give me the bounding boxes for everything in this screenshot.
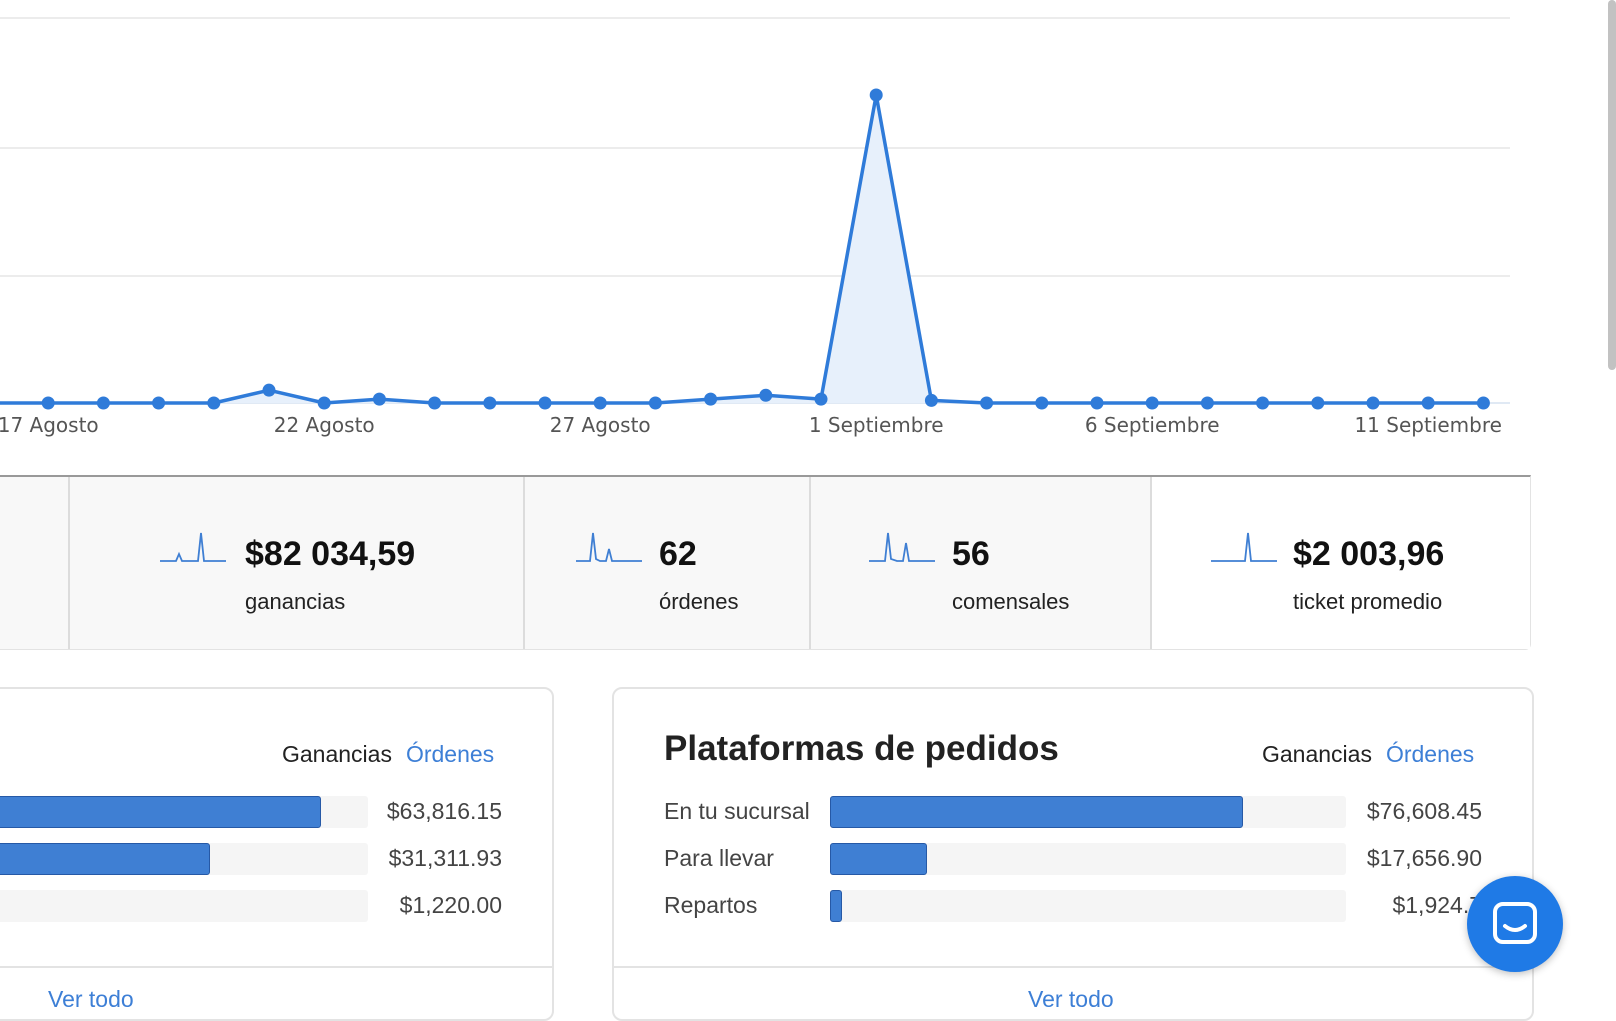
toggle-ordenes[interactable]: Órdenes bbox=[1385, 741, 1475, 767]
chat-bubble-icon bbox=[1493, 902, 1537, 944]
left-breakdown-card: Ganancias Órdenes $63,816.15 $31,311.93 $… bbox=[0, 687, 554, 1021]
data-point[interactable] bbox=[152, 396, 166, 410]
bar-fill bbox=[830, 796, 1243, 828]
x-tick-label: 22 Agosto bbox=[274, 413, 375, 437]
series-area bbox=[0, 95, 1484, 403]
metric-label: comensales bbox=[952, 589, 1070, 614]
metrics-strip: $82 034,59 ganancias 62 órdenes 56 comen… bbox=[0, 475, 1531, 650]
toggle-ganancias[interactable]: Ganancias bbox=[1262, 741, 1372, 767]
data-point[interactable] bbox=[1145, 396, 1159, 410]
data-point[interactable] bbox=[428, 396, 442, 410]
ver-todo-link[interactable]: Ver todo bbox=[1028, 986, 1114, 1012]
breakdown-row: $31,311.93 bbox=[0, 843, 502, 875]
metric-tab-hidden[interactable] bbox=[0, 477, 70, 649]
metric-label: ganancias bbox=[245, 589, 346, 614]
x-tick-label: 17 Agosto bbox=[0, 413, 99, 437]
x-tick-label: 6 Septiembre bbox=[1085, 413, 1220, 437]
bar-fill bbox=[830, 843, 927, 875]
toggle-ganancias[interactable]: Ganancias bbox=[282, 741, 392, 767]
data-point[interactable] bbox=[869, 88, 883, 102]
data-point[interactable] bbox=[704, 392, 718, 406]
page-scrollbar[interactable] bbox=[1608, 0, 1616, 370]
row-label: Repartos bbox=[664, 892, 758, 918]
x-tick-label: 1 Septiembre bbox=[809, 413, 944, 437]
row-label: En tu sucursal bbox=[664, 798, 810, 824]
bar-track bbox=[830, 796, 1346, 828]
metric-label: ticket promedio bbox=[1293, 589, 1443, 614]
metric-tab-comensales[interactable]: 56 comensales bbox=[811, 477, 1152, 649]
row-value: $17,656.90 bbox=[1366, 845, 1482, 871]
metric-value: 62 bbox=[659, 535, 697, 573]
bar-track bbox=[0, 890, 368, 922]
data-point[interactable] bbox=[1476, 396, 1490, 410]
bar-fill bbox=[0, 843, 210, 875]
metric-label: órdenes bbox=[659, 589, 739, 614]
metric-value: $82 034,59 bbox=[245, 535, 416, 573]
metric-toggle: Ganancias Órdenes bbox=[282, 741, 494, 768]
data-point[interactable] bbox=[41, 396, 55, 410]
data-point[interactable] bbox=[1311, 396, 1325, 410]
data-point[interactable] bbox=[317, 396, 331, 410]
breakdown-row: $63,816.15 bbox=[0, 796, 502, 828]
data-point[interactable] bbox=[262, 383, 276, 397]
metric-value: $2 003,96 bbox=[1293, 535, 1445, 573]
data-point[interactable] bbox=[924, 393, 938, 407]
metric-toggle: Ganancias Órdenes bbox=[1262, 741, 1474, 768]
sparkline-icon bbox=[576, 532, 642, 562]
row-value: $76,608.45 bbox=[1366, 798, 1482, 824]
ver-todo-link[interactable]: Ver todo bbox=[48, 986, 134, 1012]
row-value: $31,311.93 bbox=[388, 845, 502, 871]
data-point[interactable] bbox=[538, 396, 552, 410]
x-tick-label: 27 Agosto bbox=[550, 413, 651, 437]
bar-fill bbox=[830, 890, 842, 922]
sparkline-icon bbox=[160, 532, 226, 562]
x-tick-label: 11 Septiembre bbox=[1354, 413, 1501, 437]
breakdown-row: $1,220.00 bbox=[0, 890, 502, 922]
data-point[interactable] bbox=[1200, 396, 1214, 410]
card-footer-divider bbox=[0, 966, 552, 968]
data-point[interactable] bbox=[759, 388, 773, 402]
chat-launcher-button[interactable] bbox=[1467, 876, 1563, 972]
sparkline-icon bbox=[1211, 532, 1277, 562]
plataformas-card: Plataformas de pedidos Ganancias Órdenes … bbox=[612, 687, 1534, 1021]
data-point[interactable] bbox=[980, 396, 994, 410]
metric-tab-ganancias[interactable]: $82 034,59 ganancias bbox=[70, 477, 525, 649]
toggle-ordenes[interactable]: Órdenes bbox=[405, 741, 495, 767]
card-title: Plataformas de pedidos bbox=[664, 729, 1059, 768]
row-label: Para llevar bbox=[664, 845, 774, 871]
bar-track bbox=[0, 796, 368, 828]
row-value: $63,816.15 bbox=[386, 798, 502, 824]
data-point[interactable] bbox=[96, 396, 110, 410]
data-point[interactable] bbox=[207, 396, 221, 410]
platform-row: Para llevar $17,656.90 bbox=[664, 843, 1482, 875]
sales-line-chart: 17 Agosto 22 Agosto 27 Agosto 1 Septiembre 6… bbox=[0, 17, 1510, 437]
data-point[interactable] bbox=[1090, 396, 1104, 410]
bar-fill bbox=[0, 796, 321, 828]
bar-track bbox=[830, 843, 1346, 875]
card-footer-divider bbox=[614, 966, 1532, 968]
data-point[interactable] bbox=[372, 392, 386, 406]
metric-tab-ordenes[interactable]: 62 órdenes bbox=[525, 477, 811, 649]
data-point[interactable] bbox=[483, 396, 497, 410]
data-point[interactable] bbox=[1421, 396, 1435, 410]
data-point[interactable] bbox=[593, 396, 607, 410]
platform-row: Repartos $1,924.7 bbox=[664, 890, 1482, 922]
sparkline-icon bbox=[869, 532, 935, 562]
series-line bbox=[0, 93, 1484, 405]
data-point[interactable] bbox=[814, 392, 828, 406]
row-value: $1,220.00 bbox=[399, 892, 502, 918]
bar-track bbox=[0, 843, 368, 875]
data-point[interactable] bbox=[1366, 396, 1380, 410]
bar-track bbox=[830, 890, 1346, 922]
platform-row: En tu sucursal $76,608.45 bbox=[664, 796, 1482, 828]
metric-tab-ticket-promedio[interactable]: $2 003,96 ticket promedio bbox=[1152, 477, 1530, 649]
data-point[interactable] bbox=[1256, 396, 1270, 410]
metric-value: 56 bbox=[952, 535, 990, 573]
data-point[interactable] bbox=[1035, 396, 1049, 410]
data-point[interactable] bbox=[648, 396, 662, 410]
